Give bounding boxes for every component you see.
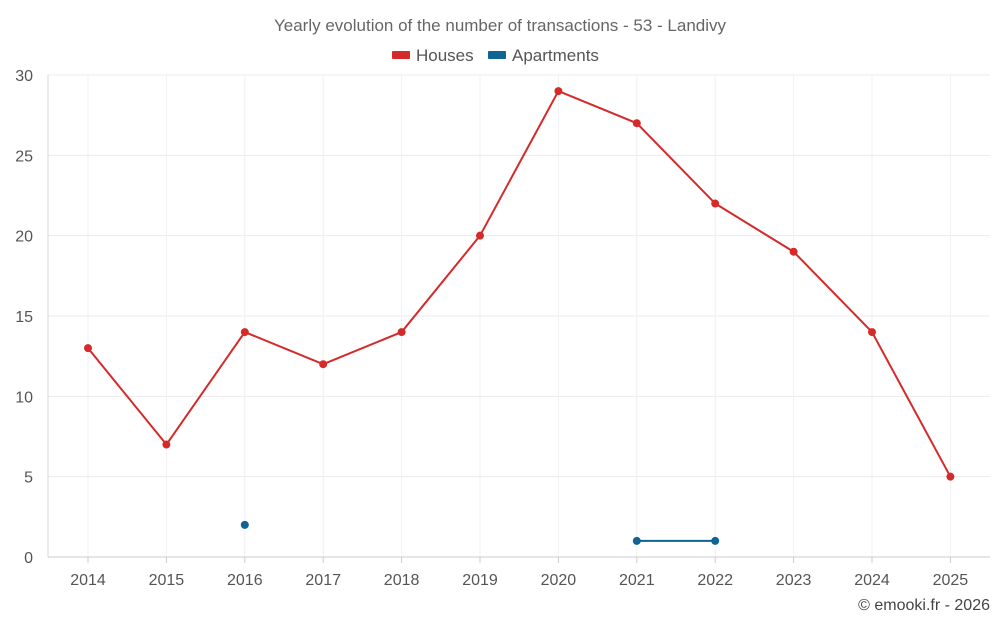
- axes: [47, 75, 990, 558]
- series-apartments: [240, 520, 720, 545]
- y-tick-label: 0: [24, 550, 33, 567]
- point-apartments-2021[interactable]: [632, 536, 641, 545]
- y-tick-label: 30: [15, 68, 33, 85]
- series-houses: [84, 87, 955, 481]
- x-tick-label: 2015: [149, 572, 185, 589]
- point-houses-2018[interactable]: [397, 328, 406, 337]
- x-tick-label: 2019: [462, 572, 498, 589]
- legend-label-apartments: Apartments: [512, 46, 599, 65]
- x-tick-label: 2025: [933, 572, 969, 589]
- x-tick-label: 2020: [541, 572, 577, 589]
- y-tick-label: 20: [15, 229, 33, 246]
- x-tick-label: 2023: [776, 572, 812, 589]
- point-houses-2016[interactable]: [240, 328, 249, 337]
- legend-swatch-houses: [392, 51, 410, 59]
- x-tick-label: 2017: [305, 572, 341, 589]
- legend-swatch-apartments: [488, 51, 506, 59]
- x-tick-label: 2021: [619, 572, 655, 589]
- legend: Houses Apartments: [392, 46, 599, 65]
- grid: [48, 74, 990, 557]
- x-axis-ticks: 2014 2015 2016 2017 2018 2019 2020 2021 2022 2023…: [70, 557, 968, 589]
- point-houses-2024[interactable]: [868, 328, 876, 337]
- x-tick-label: 2014: [70, 572, 106, 589]
- y-tick-label: 25: [15, 148, 33, 165]
- point-houses-2022[interactable]: [711, 199, 720, 208]
- point-apartments-2022[interactable]: [711, 536, 720, 545]
- point-apartments-2016[interactable]: [240, 520, 249, 529]
- point-houses-2014[interactable]: [84, 344, 92, 353]
- y-tick-label: 15: [15, 309, 33, 326]
- legend-item-houses[interactable]: Houses: [392, 46, 474, 65]
- point-houses-2023[interactable]: [789, 247, 798, 256]
- series-layer: [84, 87, 955, 545]
- legend-item-apartments[interactable]: Apartments: [488, 46, 599, 65]
- point-houses-2019[interactable]: [476, 231, 484, 240]
- footer-credit: © emooki.fr - 2026: [858, 597, 990, 614]
- y-axis-ticks: 0 5 10 15 20 25 30: [15, 68, 33, 567]
- chart-title: Yearly evolution of the number of transa…: [274, 16, 727, 35]
- x-tick-label: 2022: [697, 572, 733, 589]
- point-houses-2025[interactable]: [946, 472, 955, 481]
- point-houses-2017[interactable]: [319, 360, 328, 369]
- y-tick-label: 10: [15, 389, 33, 406]
- point-houses-2020[interactable]: [554, 87, 563, 96]
- legend-label-houses: Houses: [416, 46, 474, 65]
- series-line-houses: [87, 90, 952, 478]
- y-tick-label: 5: [24, 470, 33, 487]
- point-houses-2015[interactable]: [162, 440, 171, 449]
- x-tick-label: 2018: [384, 572, 420, 589]
- x-tick-label: 2016: [227, 572, 263, 589]
- point-houses-2021[interactable]: [632, 119, 641, 128]
- x-tick-label: 2024: [854, 572, 890, 589]
